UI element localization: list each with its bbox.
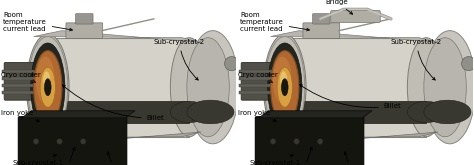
Ellipse shape xyxy=(462,57,474,71)
Text: Cryo cooler: Cryo cooler xyxy=(237,72,277,82)
Text: Bridge: Bridge xyxy=(325,0,353,14)
Ellipse shape xyxy=(273,57,292,104)
FancyBboxPatch shape xyxy=(4,63,42,100)
Ellipse shape xyxy=(265,36,305,138)
Ellipse shape xyxy=(264,34,306,140)
Polygon shape xyxy=(34,132,201,144)
FancyBboxPatch shape xyxy=(75,14,93,24)
Ellipse shape xyxy=(40,67,55,107)
Text: Iron yoke: Iron yoke xyxy=(237,110,277,122)
FancyBboxPatch shape xyxy=(255,117,364,165)
FancyBboxPatch shape xyxy=(239,84,281,87)
Ellipse shape xyxy=(407,38,445,137)
Ellipse shape xyxy=(43,71,50,89)
Ellipse shape xyxy=(407,101,445,123)
Text: HTS magnet: HTS magnet xyxy=(92,152,135,165)
FancyBboxPatch shape xyxy=(2,84,44,87)
FancyBboxPatch shape xyxy=(18,117,127,165)
Text: Iron yoke: Iron yoke xyxy=(0,110,40,122)
Ellipse shape xyxy=(187,100,234,124)
FancyBboxPatch shape xyxy=(241,63,279,100)
Polygon shape xyxy=(22,111,135,118)
Text: Radiation shield: Radiation shield xyxy=(39,147,95,165)
Polygon shape xyxy=(34,31,201,42)
Circle shape xyxy=(317,139,323,144)
FancyBboxPatch shape xyxy=(36,101,189,123)
Ellipse shape xyxy=(36,57,55,104)
Polygon shape xyxy=(271,31,438,42)
Ellipse shape xyxy=(45,79,51,96)
Text: Sub-cryostat-1: Sub-cryostat-1 xyxy=(12,155,64,165)
Circle shape xyxy=(80,139,86,144)
Circle shape xyxy=(270,139,276,144)
FancyBboxPatch shape xyxy=(66,23,103,38)
Text: Room
temperature
current lead: Room temperature current lead xyxy=(240,12,310,32)
FancyBboxPatch shape xyxy=(331,11,380,22)
Polygon shape xyxy=(271,132,438,144)
Circle shape xyxy=(294,139,300,144)
Ellipse shape xyxy=(187,31,239,144)
Ellipse shape xyxy=(280,71,287,89)
Text: Sub-cryostat-2: Sub-cryostat-2 xyxy=(391,39,442,80)
Ellipse shape xyxy=(34,51,62,124)
FancyBboxPatch shape xyxy=(2,70,44,73)
Ellipse shape xyxy=(225,57,239,71)
Ellipse shape xyxy=(277,67,292,107)
FancyBboxPatch shape xyxy=(285,38,426,137)
FancyBboxPatch shape xyxy=(273,101,426,123)
Text: Billet: Billet xyxy=(300,85,401,109)
Text: Billet: Billet xyxy=(63,85,164,121)
Ellipse shape xyxy=(170,38,208,137)
Ellipse shape xyxy=(271,51,299,124)
Ellipse shape xyxy=(424,38,466,137)
FancyBboxPatch shape xyxy=(48,38,189,137)
FancyBboxPatch shape xyxy=(2,77,44,80)
Text: Sub-cryostat-2: Sub-cryostat-2 xyxy=(154,39,205,80)
Ellipse shape xyxy=(268,43,302,131)
Text: HTS magnet: HTS magnet xyxy=(329,152,372,165)
Text: Radiation shield: Radiation shield xyxy=(276,147,332,165)
Ellipse shape xyxy=(187,38,229,137)
Polygon shape xyxy=(259,111,372,118)
Text: Cryo cooler: Cryo cooler xyxy=(0,72,40,82)
FancyBboxPatch shape xyxy=(303,23,340,38)
FancyBboxPatch shape xyxy=(312,14,330,24)
FancyBboxPatch shape xyxy=(239,70,281,73)
Ellipse shape xyxy=(27,34,69,140)
FancyBboxPatch shape xyxy=(2,91,44,94)
Ellipse shape xyxy=(28,36,68,138)
FancyBboxPatch shape xyxy=(239,91,281,94)
FancyBboxPatch shape xyxy=(239,77,281,80)
Ellipse shape xyxy=(170,101,208,123)
Ellipse shape xyxy=(424,100,471,124)
Ellipse shape xyxy=(424,31,474,144)
Circle shape xyxy=(57,139,63,144)
Ellipse shape xyxy=(282,79,288,96)
Text: Sub-cryostat-1: Sub-cryostat-1 xyxy=(249,155,301,165)
Text: Room
temperature
current lead: Room temperature current lead xyxy=(3,12,73,32)
Circle shape xyxy=(33,139,39,144)
Ellipse shape xyxy=(31,43,65,131)
